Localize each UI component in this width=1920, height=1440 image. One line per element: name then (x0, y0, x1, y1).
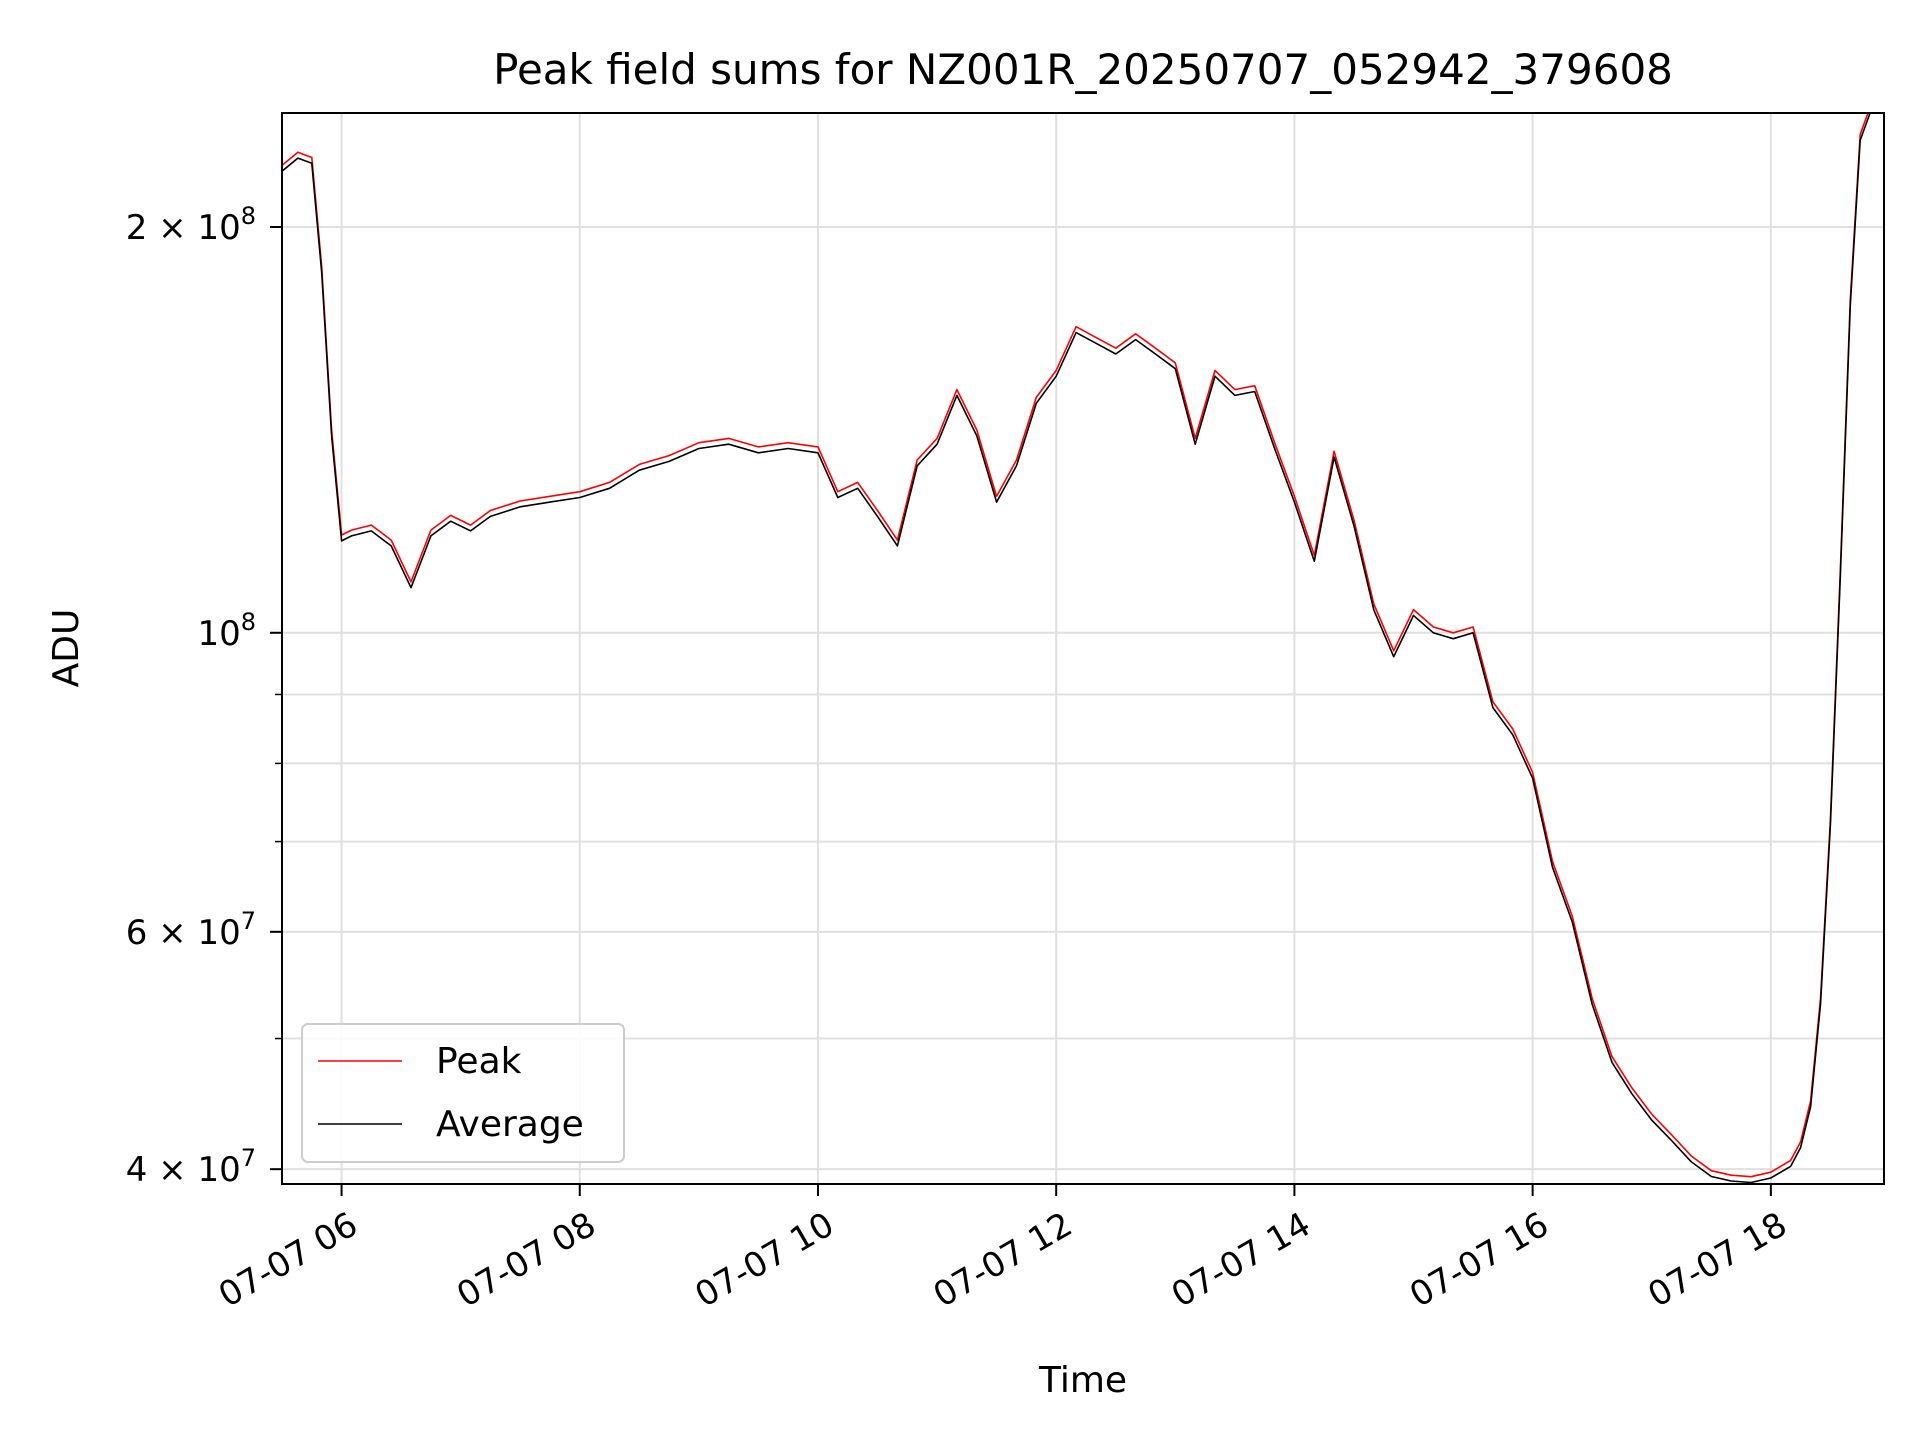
series-line-peak (282, 113, 1869, 1178)
y-tick-label: 108 (197, 608, 256, 654)
y-tick-exponent: 7 (241, 907, 256, 935)
y-tick-base: 4 × 10 (126, 1150, 241, 1190)
y-tick-base: 10 (197, 614, 240, 654)
legend-label-average: Average (436, 1104, 584, 1145)
plot-frame (281, 112, 1885, 1185)
series-line-average (282, 113, 1884, 1184)
y-tick-label: 2 × 108 (126, 202, 256, 248)
chart-title: Peak field sums for NZ001R_20250707_0529… (493, 45, 1673, 94)
y-axis-label: ADU (46, 609, 87, 688)
y-tick-exponent: 8 (241, 608, 256, 636)
y-tick-base: 6 × 10 (126, 913, 241, 953)
x-axis-label: Time (1038, 1360, 1127, 1401)
y-tick-label: 4 × 107 (126, 1144, 256, 1190)
y-tick-base: 2 × 10 (126, 208, 241, 248)
y-tick-exponent: 8 (241, 202, 256, 230)
y-tick-label: 6 × 107 (126, 907, 256, 953)
legend-label-peak: Peak (436, 1041, 522, 1082)
series-lines (282, 113, 1884, 1184)
legend-box (301, 1023, 625, 1163)
y-tick-exponent: 7 (241, 1144, 256, 1172)
legend: Peak Average (301, 1023, 625, 1163)
